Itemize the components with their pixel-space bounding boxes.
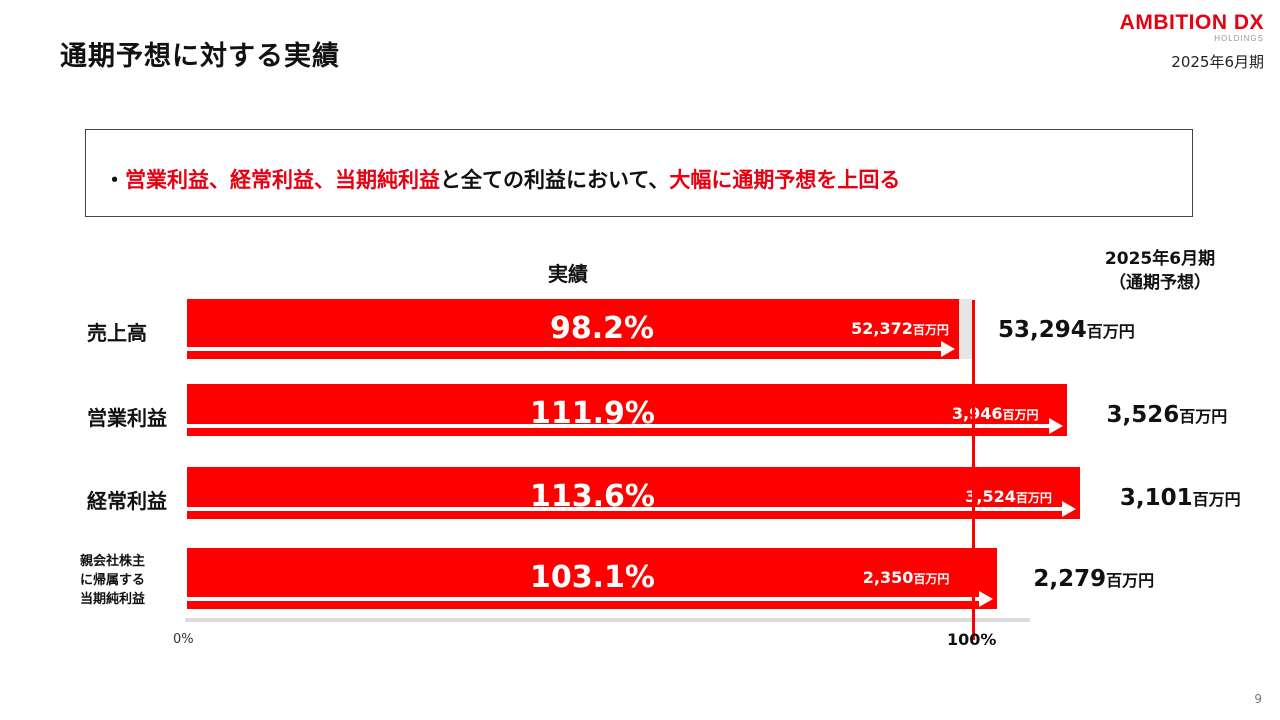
actual-value-label: 3,946百万円 [952,404,1039,423]
forecast-value-label: 2,279百万円 [1033,566,1154,592]
forecast-unit: 百万円 [1106,571,1155,590]
summary-callout: ・営業利益、経常利益、当期純利益と全ての利益において、大幅に通期予想を上回る [85,129,1193,217]
percent-label: 111.9% [530,396,655,431]
company-logo: AMBITION DX HOLDINGS [1119,11,1264,44]
forecast-header-line1: 2025年6月期 [1104,249,1216,269]
bar-arrow [187,341,955,357]
forecast-header-line2: （通期予想） [1109,273,1211,293]
page-title: 通期予想に対する実績 [60,41,340,72]
category-label: 経常利益 [87,489,167,513]
x-axis-baseline [185,618,1030,622]
actual-unit: 百万円 [913,572,950,586]
actual-value: 52,372 [851,319,913,338]
callout-text: ・営業利益、経常利益、当期純利益と全ての利益において、大幅に通期予想を上回る [104,164,900,194]
forecast-unit: 百万円 [1192,490,1241,509]
forecast-value-label: 3,526百万円 [1107,402,1228,428]
forecast-value: 3,526 [1106,402,1180,428]
forecast-column-header: 2025年6月期 （通期予想） [1088,247,1232,295]
actual-unit: 百万円 [1002,408,1039,422]
forecast-value: 2,279 [1033,566,1107,592]
bar-arrow [187,591,994,607]
forecast-value: 53,294 [998,317,1087,343]
category-label-line: に帰属する [80,573,146,588]
actual-column-header: 実績 [548,262,588,286]
actual-unit: 百万円 [912,323,949,337]
reference-line-100 [972,300,975,640]
category-label-line: 当期純利益 [80,592,146,607]
forecast-unit: 百万円 [1179,407,1228,426]
actual-value-label: 3,524百万円 [965,487,1052,506]
actual-value-label: 2,350百万円 [863,568,950,587]
percent-label: 98.2% [550,311,655,346]
x-tick-0: 0% [173,632,194,647]
callout-highlight-1: 営業利益、経常利益、当期純利益 [125,168,440,192]
actual-value-label: 52,372百万円 [851,319,949,338]
actual-value: 2,350 [862,568,914,587]
fiscal-period: 2025年6月期 [1171,53,1264,71]
category-label-line: 親会社株主 [80,554,146,569]
percent-label: 113.6% [530,479,655,514]
callout-bullet: ・ [104,168,125,192]
actual-value: 3,946 [951,404,1003,423]
callout-text-2: と全ての利益において、 [440,168,670,192]
category-label: 営業利益 [87,406,167,430]
logo-subtext: HOLDINGS [1214,34,1264,43]
bar-remainder [958,299,973,359]
forecast-unit: 百万円 [1086,322,1135,341]
forecast-value-label: 3,101百万円 [1120,485,1241,511]
forecast-value-label: 53,294百万円 [998,317,1135,343]
bar-arrow [187,418,1063,434]
actual-value: 3,524 [965,487,1016,506]
percent-label: 103.1% [530,560,655,595]
page-number: 9 [1254,692,1262,706]
category-label: 売上高 [87,321,147,345]
bar-arrow [187,501,1076,517]
callout-highlight-2: 大幅に通期予想を上回る [669,168,901,192]
category-label: 親会社株主に帰属する当期純利益 [80,552,145,609]
x-tick-100: 100% [947,630,997,649]
logo-wordmark: AMBITION DX [1119,11,1264,34]
actual-unit: 百万円 [1015,491,1052,505]
forecast-value: 3,101 [1119,485,1193,511]
